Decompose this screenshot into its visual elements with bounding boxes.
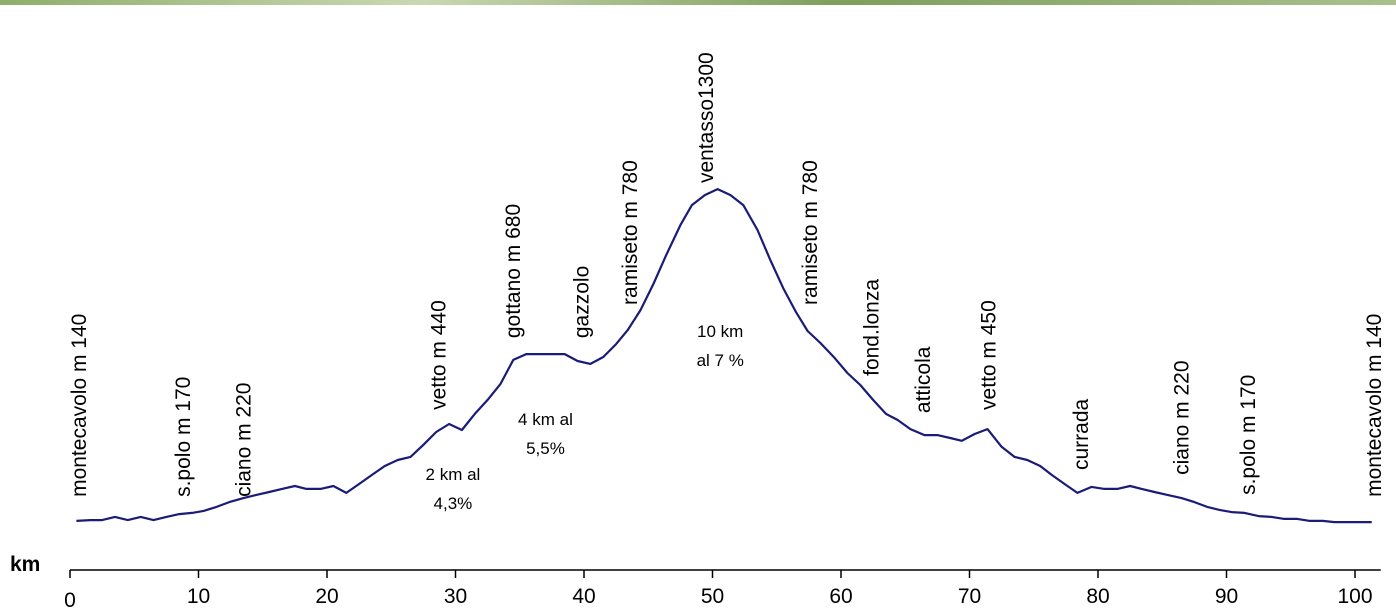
x-tick-label: 10 — [187, 585, 210, 608]
place-label: vetto m 450 — [978, 300, 1001, 410]
x-tick-label: 70 — [958, 585, 981, 608]
top-strip — [0, 0, 1396, 5]
elevation-line — [76, 188, 1372, 524]
place-label: s.polo m 170 — [1237, 375, 1260, 495]
note-line: 4,3% — [434, 494, 473, 513]
note-line: 10 km — [697, 322, 743, 341]
x-tick-label: 40 — [572, 585, 595, 608]
note-line: 5,5% — [526, 439, 565, 458]
x-tick-label: 0 — [64, 589, 76, 609]
note-line: al 7 % — [697, 351, 744, 370]
place-label: montecavolo m 140 — [1363, 314, 1386, 497]
x-tick-label: 20 — [315, 585, 338, 608]
place-label: ciano m 220 — [232, 383, 255, 497]
place-label: gottano m 680 — [502, 204, 525, 338]
place-label: ventasso1300 — [695, 52, 718, 183]
place-label: ramiseto m 780 — [619, 160, 642, 305]
gradient-note: 2 km al 4,3% — [426, 465, 481, 513]
place-label: currada — [1070, 398, 1093, 470]
place-label: montecavolo m 140 — [68, 314, 91, 497]
x-tick-label: 90 — [1215, 585, 1238, 608]
x-tick-label: 80 — [1086, 585, 1109, 608]
place-label: atticola — [912, 346, 935, 413]
gradient-note: 4 km al 5,5% — [518, 410, 573, 458]
x-tick-label: 100 — [1337, 585, 1372, 608]
note-line: 2 km al — [426, 465, 481, 484]
place-label: s.polo m 170 — [172, 377, 195, 497]
place-label: gazzolo — [570, 266, 593, 338]
x-tick-label: 60 — [829, 585, 852, 608]
x-tick-label: 30 — [444, 585, 467, 608]
x-tick-label: 50 — [701, 585, 724, 608]
x-axis-label: km — [10, 553, 40, 576]
place-label: fond.lonza — [861, 279, 884, 376]
place-label: ramiseto m 780 — [799, 160, 822, 305]
place-label: vetto m 440 — [428, 300, 451, 410]
note-line: 4 km al — [518, 410, 573, 429]
place-label: ciano m 220 — [1170, 360, 1193, 474]
gradient-note: 10 km al 7 % — [697, 322, 744, 370]
